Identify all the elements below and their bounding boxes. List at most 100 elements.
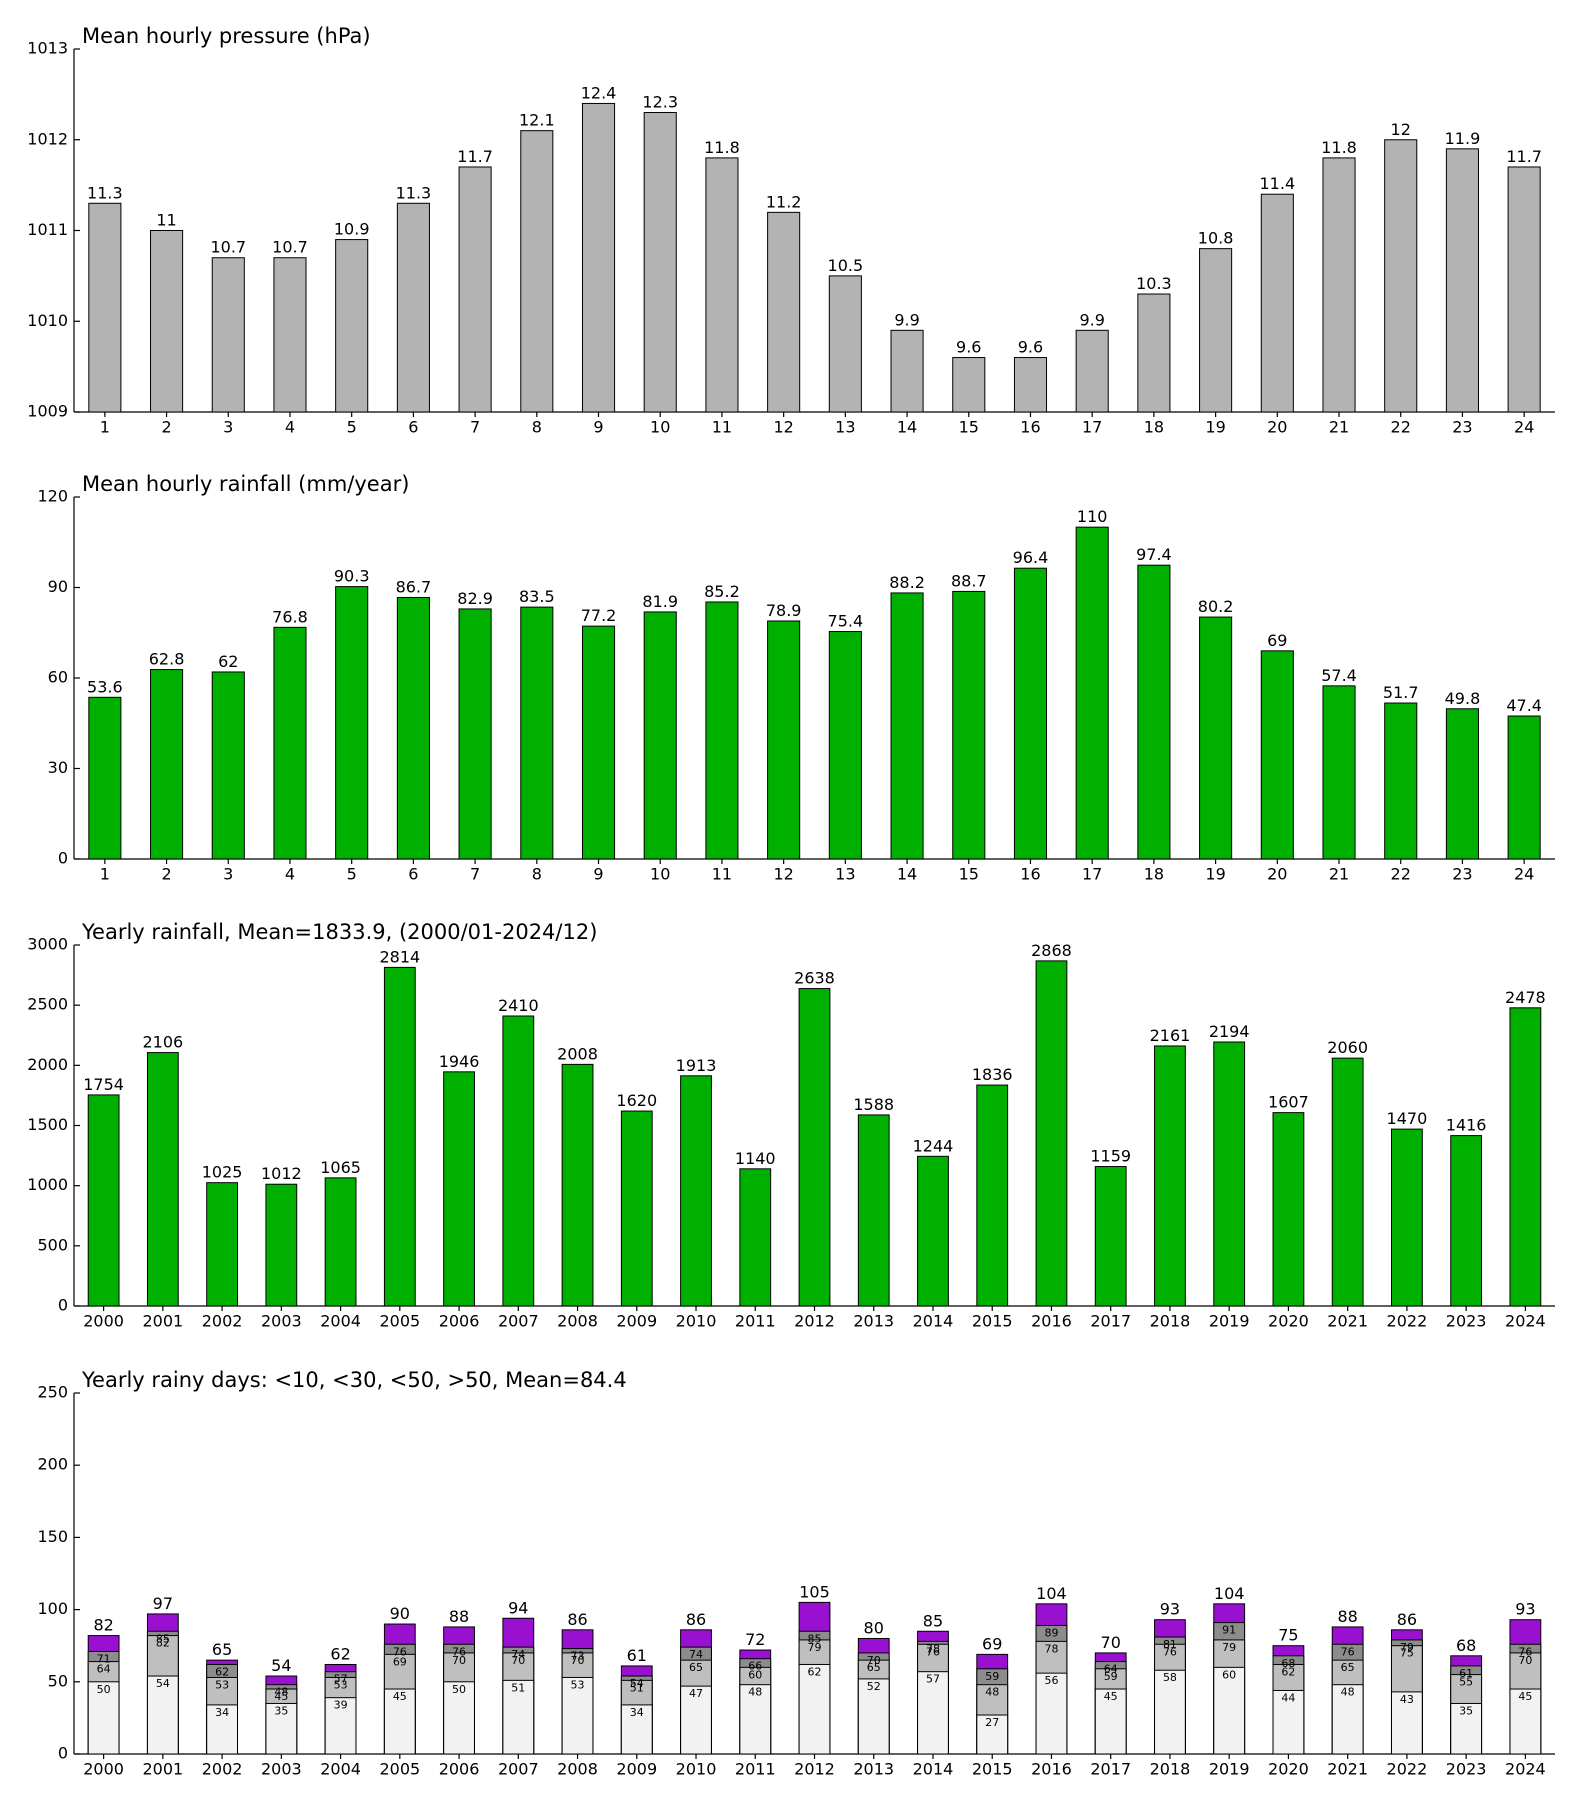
bar bbox=[1013, 357, 1048, 413]
x-tick-label: 2022 bbox=[1387, 1760, 1428, 1779]
value-label: 1588 bbox=[853, 1095, 894, 1114]
x-tick-label: 2019 bbox=[1209, 1760, 1250, 1779]
bar bbox=[1094, 1688, 1127, 1755]
value-label: 86 bbox=[1397, 1610, 1417, 1629]
bar bbox=[1445, 148, 1479, 413]
value-label: 69 bbox=[393, 1655, 407, 1668]
x-tick-label: 2004 bbox=[320, 1312, 361, 1331]
value-label: 62.8 bbox=[149, 650, 185, 669]
value-label: 80.2 bbox=[1198, 597, 1234, 616]
value-label: 53 bbox=[334, 1678, 348, 1691]
bar bbox=[383, 1688, 416, 1755]
value-label: 110 bbox=[1077, 507, 1108, 526]
x-tick-label: 2006 bbox=[439, 1760, 480, 1779]
x-tick-label: 2023 bbox=[1446, 1760, 1487, 1779]
y-tick-label: 0 bbox=[58, 1296, 68, 1315]
value-label: 78.9 bbox=[766, 601, 802, 620]
value-label: 81 bbox=[1163, 1638, 1177, 1651]
x-tick-label: 2013 bbox=[853, 1760, 894, 1779]
y-tick-label: 150 bbox=[37, 1527, 68, 1546]
x-tick-label: 2017 bbox=[1090, 1760, 1131, 1779]
value-label: 75.4 bbox=[828, 612, 864, 631]
x-tick-label: 22 bbox=[1391, 418, 1411, 437]
y-tick-label: 100 bbox=[37, 1599, 68, 1618]
bar bbox=[767, 620, 801, 860]
y-tick-label: 0 bbox=[58, 1744, 68, 1763]
value-label: 76 bbox=[1341, 1645, 1355, 1658]
x-tick-label: 9 bbox=[593, 865, 603, 884]
bar bbox=[273, 257, 307, 413]
value-label: 11.4 bbox=[1260, 174, 1296, 193]
value-label: 11.7 bbox=[457, 147, 493, 166]
x-tick-label: 1 bbox=[100, 865, 110, 884]
x-tick-label: 4 bbox=[285, 418, 295, 437]
value-label: 97 bbox=[153, 1594, 173, 1613]
y-tick-label: 1000 bbox=[27, 1175, 68, 1194]
value-label: 1607 bbox=[1268, 1093, 1309, 1112]
x-tick-label: 11 bbox=[712, 865, 732, 884]
bar bbox=[1213, 1041, 1246, 1307]
x-tick-label: 2022 bbox=[1387, 1312, 1428, 1331]
value-label: 70 bbox=[1518, 1654, 1532, 1667]
value-label: 43 bbox=[1400, 1693, 1414, 1706]
value-label: 82.9 bbox=[457, 589, 493, 608]
value-label: 90.3 bbox=[334, 567, 370, 586]
bar bbox=[705, 157, 739, 413]
bar bbox=[1260, 650, 1294, 860]
value-label: 51 bbox=[630, 1681, 644, 1694]
x-tick-label: 2021 bbox=[1327, 1312, 1368, 1331]
value-label: 69 bbox=[1267, 631, 1287, 650]
value-label: 68 bbox=[1456, 1636, 1476, 1655]
value-label: 93 bbox=[1515, 1600, 1535, 1619]
x-tick-label: 5 bbox=[347, 865, 357, 884]
value-label: 53.6 bbox=[87, 677, 123, 696]
value-label: 56 bbox=[1044, 1674, 1058, 1687]
value-label: 1012 bbox=[261, 1164, 302, 1183]
value-label: 70 bbox=[867, 1654, 881, 1667]
y-tick-label: 60 bbox=[48, 668, 68, 687]
value-label: 85 bbox=[808, 1632, 822, 1645]
value-label: 62 bbox=[1281, 1665, 1295, 1678]
value-label: 2410 bbox=[498, 996, 539, 1015]
x-tick-label: 2015 bbox=[972, 1312, 1013, 1331]
value-label: 61 bbox=[627, 1646, 647, 1665]
x-tick-label: 2020 bbox=[1268, 1312, 1309, 1331]
value-label: 54 bbox=[156, 1677, 170, 1690]
x-tick-label: 2024 bbox=[1505, 1312, 1546, 1331]
bar bbox=[1384, 139, 1418, 413]
x-tick-label: 15 bbox=[959, 865, 979, 884]
bar bbox=[383, 966, 416, 1307]
value-label: 82 bbox=[156, 1637, 170, 1650]
value-label: 9.6 bbox=[1018, 338, 1043, 357]
x-tick-label: 5 bbox=[347, 418, 357, 437]
value-label: 79 bbox=[1400, 1641, 1414, 1654]
bar bbox=[561, 1063, 594, 1307]
value-label: 83.5 bbox=[519, 587, 555, 606]
value-label: 85 bbox=[923, 1611, 943, 1630]
bar bbox=[458, 166, 492, 413]
bar bbox=[1390, 1691, 1423, 1755]
bar bbox=[1509, 1007, 1542, 1307]
value-label: 104 bbox=[1036, 1584, 1067, 1603]
value-label: 51.7 bbox=[1383, 683, 1419, 702]
value-label: 74 bbox=[511, 1648, 525, 1661]
value-label: 1159 bbox=[1090, 1147, 1131, 1166]
value-label: 2060 bbox=[1327, 1038, 1368, 1057]
x-tick-label: 2000 bbox=[83, 1312, 124, 1331]
x-tick-label: 24 bbox=[1514, 418, 1534, 437]
bar bbox=[1035, 1672, 1068, 1755]
y-tick-label: 2000 bbox=[27, 1055, 68, 1074]
chart-title: Mean hourly rainfall (mm/year) bbox=[82, 472, 409, 496]
bar bbox=[211, 671, 245, 860]
y-tick-label: 1500 bbox=[27, 1115, 68, 1134]
y-tick-label: 500 bbox=[37, 1235, 68, 1254]
value-label: 72 bbox=[745, 1630, 765, 1649]
x-tick-label: 2002 bbox=[202, 1312, 243, 1331]
value-label: 70 bbox=[452, 1654, 466, 1667]
value-label: 51 bbox=[511, 1681, 525, 1694]
value-label: 11 bbox=[156, 211, 176, 230]
x-tick-label: 10 bbox=[650, 418, 670, 437]
value-label: 75 bbox=[1278, 1626, 1298, 1645]
x-tick-label: 2000 bbox=[83, 1760, 124, 1779]
y-tick-label: 1009 bbox=[27, 402, 68, 421]
